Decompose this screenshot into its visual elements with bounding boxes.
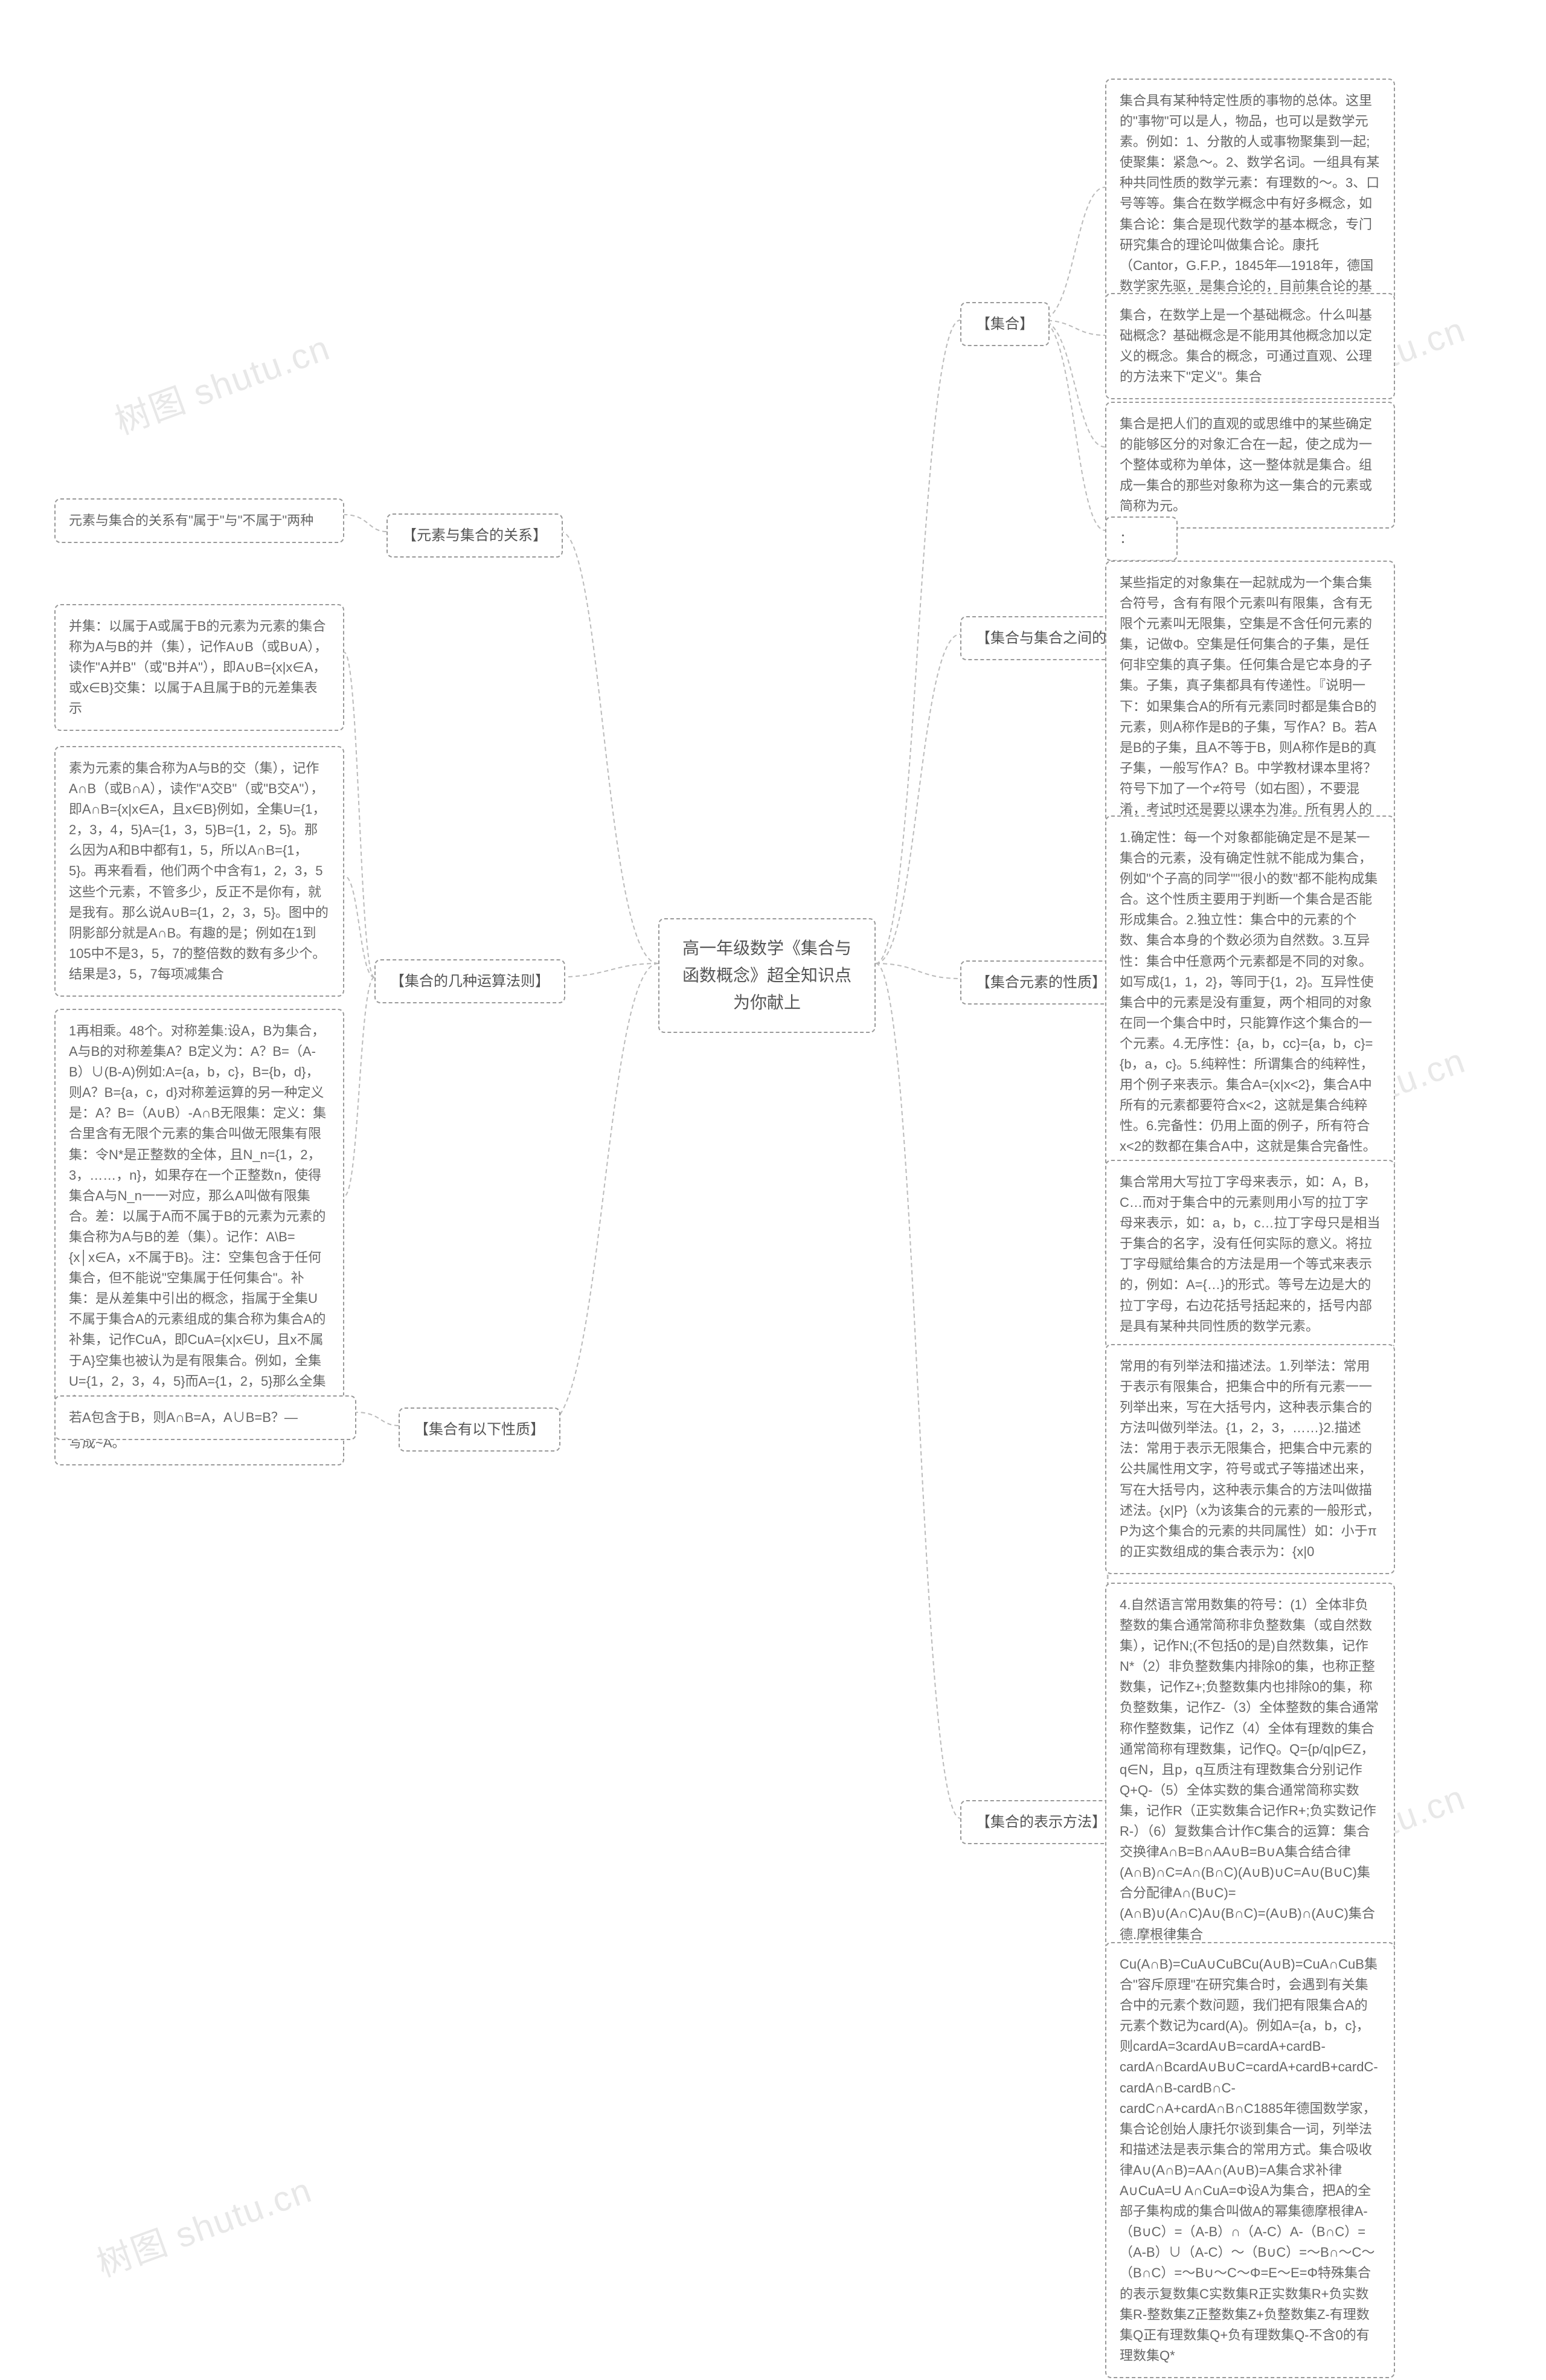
watermark: 树图 shutu.cn — [89, 2162, 318, 2287]
leaf-node[interactable]: 并集：以属于A或属于B的元素为元素的集合称为A与B的并（集），记作A∪B（或B∪… — [54, 604, 344, 731]
watermark: 树图 shutu.cn — [107, 320, 336, 445]
branch-element-properties[interactable]: 【集合元素的性质】 — [960, 960, 1122, 1005]
leaf-node[interactable]: 某些指定的对象集在一起就成为一个集合集合符号，含有有限个元素叫有限集，含有无限个… — [1105, 561, 1395, 852]
leaf-node[interactable]: 若A包含于B，则A∩B=A，A∪B=B？— — [54, 1395, 356, 1440]
leaf-node[interactable]: 集合具有某种特定性质的事物的总体。这里的"事物"可以是人，物品，也可以是数学元素… — [1105, 79, 1395, 329]
leaf-node[interactable]: 素为元素的集合称为A与B的交（集），记作A∩B（或B∩A），读作"A交B"（或"… — [54, 746, 344, 997]
leaf-node[interactable]: 集合，在数学上是一个基础概念。什么叫基础概念？基础概念是不能用其他概念加以定义的… — [1105, 293, 1395, 399]
leaf-node[interactable]: 集合是把人们的直观的或思维中的某些确定的能够区分的对象汇合在一起，使之成为一个整… — [1105, 402, 1395, 529]
branch-set-properties[interactable]: 【集合有以下性质】 — [399, 1407, 560, 1452]
mindmap-canvas: 树图 shutu.cn 树图 shutu.cn 树图 shutu.cn 树图 s… — [0, 0, 1546, 2380]
branch-elements-relation[interactable]: 【元素与集合的关系】 — [386, 513, 563, 558]
leaf-node[interactable]: 4.自然语言常用数集的符号：(1）全体非负整数的集合通常简称非负整数集（或自然数… — [1105, 1583, 1395, 1957]
leaf-node[interactable]: 常用的有列举法和描述法。1.列举法：常用于表示有限集合，把集合中的所有元素一一列… — [1105, 1344, 1395, 1574]
center-topic[interactable]: 高一年级数学《集合与函数概念》超全知识点为你献上 — [658, 918, 876, 1033]
branch-representation[interactable]: 【集合的表示方法】 — [960, 1800, 1122, 1844]
leaf-node[interactable]: 1.确定性：每一个对象都能确定是不是某一集合的元素，没有确定性就不能成为集合，例… — [1105, 815, 1395, 1190]
leaf-node[interactable]: 集合常用大写拉丁字母来表示，如：A，B，C…而对于集合中的元素则用小写的拉丁字母… — [1105, 1160, 1395, 1349]
branch-set-operations[interactable]: 【集合的几种运算法则】 — [374, 959, 565, 1003]
leaf-node[interactable]: 元素与集合的关系有"属于"与"不属于"两种 — [54, 498, 344, 543]
leaf-node[interactable]: ： — [1105, 516, 1178, 561]
leaf-node[interactable]: Cu(A∩B)=CuA∪CuBCu(A∪B)=CuA∩CuB集合"容斥原理"在研… — [1105, 1942, 1395, 2378]
branch-set[interactable]: 【集合】 — [960, 302, 1050, 346]
